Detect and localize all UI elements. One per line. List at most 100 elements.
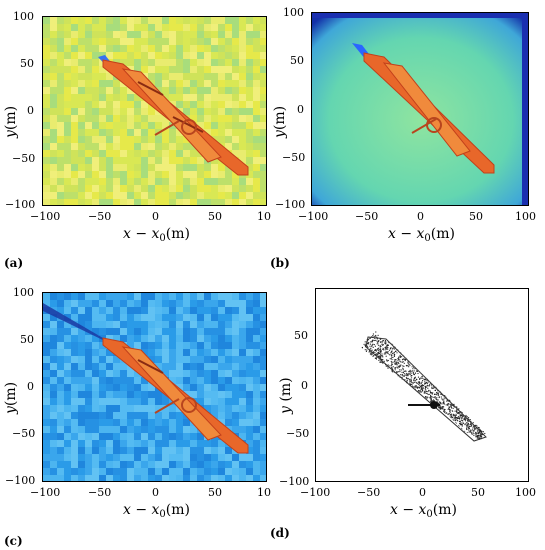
heatmap-cell — [211, 87, 218, 94]
heatmap-cell — [218, 321, 225, 328]
heatmap-cell — [78, 52, 85, 59]
point-cloud-point — [377, 344, 380, 346]
heatmap-cell — [155, 405, 162, 412]
heatmap-cell — [162, 335, 169, 342]
heatmap-cell — [71, 391, 78, 398]
heatmap-cell — [120, 335, 127, 342]
point-cloud-point — [391, 348, 394, 350]
heatmap-cell — [183, 52, 190, 59]
point-cloud-point — [419, 386, 421, 388]
heatmap-cell — [92, 94, 99, 101]
heatmap-cell — [260, 31, 266, 38]
heatmap-cell — [78, 454, 85, 461]
heatmap-cell — [85, 300, 92, 307]
heatmap-cell — [141, 150, 148, 157]
point-cloud-point — [391, 364, 393, 366]
point-cloud-point — [386, 344, 389, 346]
heatmap-cell — [211, 314, 218, 321]
heatmap-cell — [127, 101, 134, 108]
heatmap-cell — [92, 398, 99, 405]
heatmap-cell — [204, 342, 211, 349]
heatmap-c — [43, 293, 266, 481]
heatmap-cell — [64, 157, 71, 164]
y-tick: 50 — [20, 57, 34, 70]
heatmap-cell — [141, 391, 148, 398]
heatmap-cell — [183, 59, 190, 66]
heatmap-cell — [253, 45, 260, 52]
heatmap-cell — [127, 171, 134, 178]
heatmap-cell — [71, 171, 78, 178]
heatmap-cell — [197, 328, 204, 335]
heatmap-cell — [78, 171, 85, 178]
heatmap-cell — [127, 129, 134, 136]
heatmap-cell — [155, 440, 162, 447]
heatmap-cell — [190, 80, 197, 87]
heatmap-cell — [85, 468, 92, 475]
heatmap-cell — [211, 321, 218, 328]
point-cloud-point — [421, 385, 423, 387]
heatmap-cell — [85, 192, 92, 199]
point-cloud-point — [467, 426, 469, 428]
heatmap-cell — [183, 440, 190, 447]
point-cloud-point — [390, 352, 392, 354]
heatmap-cell — [106, 433, 113, 440]
heatmap-cell — [57, 419, 64, 426]
y-tick: −100 — [275, 198, 306, 211]
heatmap-cell — [92, 108, 99, 115]
heatmap-cell — [253, 73, 260, 80]
heatmap-cell — [92, 314, 99, 321]
point-cloud-point — [394, 350, 397, 353]
heatmap-cell — [71, 447, 78, 454]
heatmap-cell — [232, 45, 239, 52]
heatmap-cell — [260, 391, 266, 398]
heatmap-cell — [232, 349, 239, 356]
heatmap-cell — [99, 293, 106, 300]
heatmap-cell — [260, 454, 266, 461]
heatmap-cell — [106, 384, 113, 391]
heatmap-cell — [211, 440, 218, 447]
heatmap-cell — [57, 115, 64, 122]
heatmap-cell — [57, 454, 64, 461]
point-cloud-point — [372, 335, 374, 337]
heatmap-cell — [176, 377, 183, 384]
heatmap-cell — [190, 468, 197, 475]
heatmap-cell — [246, 66, 253, 73]
heatmap-cell — [85, 171, 92, 178]
heatmap-cell — [197, 171, 204, 178]
heatmap-cell — [204, 475, 211, 481]
heatmap-cell — [50, 321, 57, 328]
point-cloud-point — [448, 406, 450, 408]
heatmap-cell — [64, 17, 71, 24]
heatmap-cell — [127, 52, 134, 59]
point-cloud-point — [411, 370, 413, 372]
heatmap-cell — [162, 426, 169, 433]
heatmap-cell — [260, 45, 266, 52]
heatmap-cell — [253, 80, 260, 87]
heatmap-cell — [253, 122, 260, 129]
heatmap-cell — [211, 370, 218, 377]
heatmap-cell — [169, 73, 176, 80]
heatmap-cell — [218, 129, 225, 136]
heatmap-cell — [253, 171, 260, 178]
heatmap-cell — [204, 300, 211, 307]
point-cloud-point — [429, 390, 431, 392]
heatmap-cell — [127, 24, 134, 31]
x-label-main: x − x — [123, 226, 160, 242]
heatmap-cell — [64, 80, 71, 87]
heatmap-cell — [134, 398, 141, 405]
heatmap-cell — [204, 307, 211, 314]
point-cloud-point — [407, 365, 409, 367]
heatmap-cell — [85, 129, 92, 136]
heatmap-cell — [71, 192, 78, 199]
heatmap-cell — [113, 314, 120, 321]
heatmap-cell — [57, 405, 64, 412]
heatmap-cell — [218, 419, 225, 426]
heatmap-cell — [92, 335, 99, 342]
heatmap-cell — [162, 328, 169, 335]
point-cloud-point — [375, 357, 378, 359]
heatmap-cell — [85, 412, 92, 419]
heatmap-cell — [85, 164, 92, 171]
heatmap-cell — [211, 384, 218, 391]
heatmap-cell — [225, 45, 232, 52]
heatmap-cell — [71, 80, 78, 87]
